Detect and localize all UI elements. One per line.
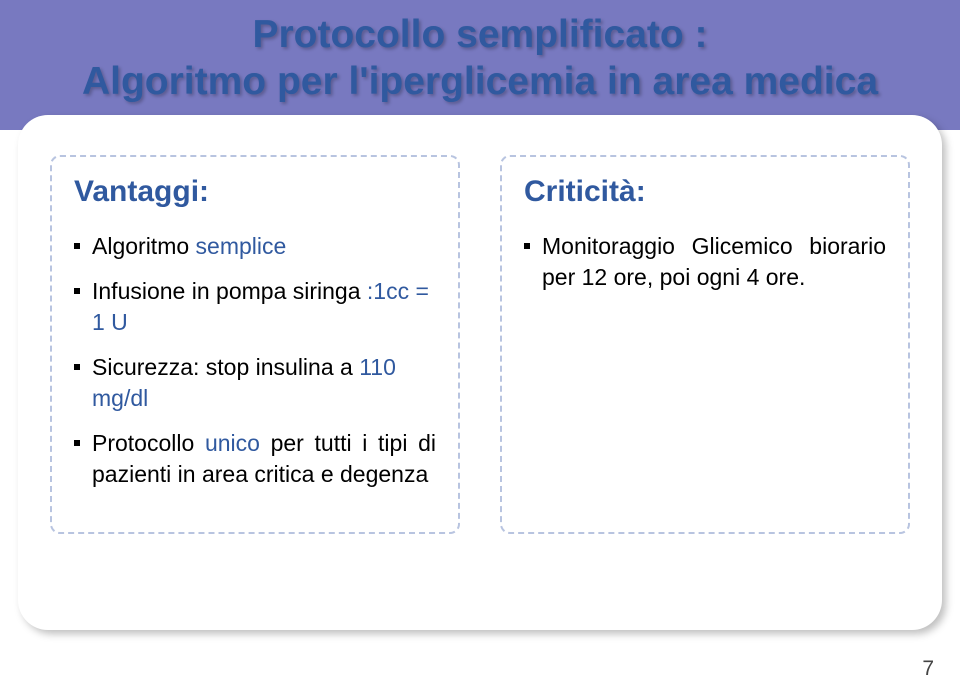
content-card: Vantaggi: Algoritmo semplice Infusione i… [18,115,942,630]
list-item: Infusione in pompa siringa :1cc = 1 U [74,276,436,338]
list-item: Protocollo unico per tutti i tipi di paz… [74,428,436,490]
bullet-icon [74,288,80,294]
bullet-icon [74,364,80,370]
bullet-icon [524,243,530,249]
advantages-heading: Vantaggi: [74,175,436,209]
bullet-icon [74,243,80,249]
criticality-box: Criticità: Monitoraggio Glicemico biorar… [500,155,910,534]
advantages-box: Vantaggi: Algoritmo semplice Infusione i… [50,155,460,534]
criticality-heading: Criticità: [524,175,886,209]
list-item: Monitoraggio Glicemico biorario per 12 o… [524,231,886,293]
title-block: Protocollo semplificato : Algoritmo per … [0,12,960,106]
bullet-text: Infusione in pompa siringa :1cc = 1 U [92,276,436,338]
list-item: Algoritmo semplice [74,231,436,262]
bullet-text: Sicurezza: stop insulina a 110 mg/dl [92,352,436,414]
list-item: Sicurezza: stop insulina a 110 mg/dl [74,352,436,414]
title-line-1: Protocollo semplificato : [30,12,930,59]
title-line-2: Algoritmo per l'iperglicemia in area med… [30,59,930,106]
bullet-text: Monitoraggio Glicemico biorario per 12 o… [542,231,886,293]
bullet-text: Protocollo unico per tutti i tipi di paz… [92,428,436,490]
bullet-text: Algoritmo semplice [92,231,286,262]
page-number: 7 [922,657,934,681]
bullet-icon [74,440,80,446]
